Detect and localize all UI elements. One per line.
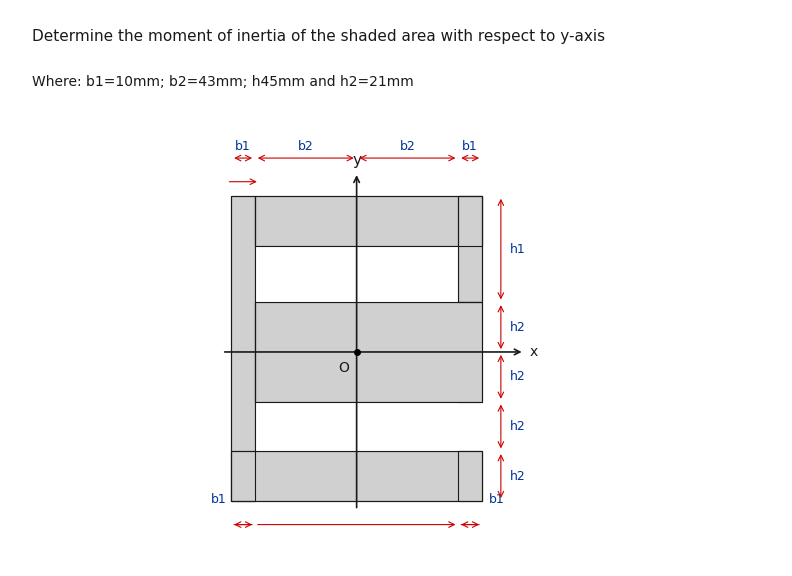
Text: b2: b2 [400,141,415,153]
Text: h2: h2 [510,370,526,383]
Text: h2: h2 [510,420,526,433]
Bar [231,196,255,501]
Bar [231,451,482,501]
Bar [255,401,459,451]
Text: h1: h1 [510,242,526,256]
Bar [255,302,482,401]
Text: b2: b2 [298,141,314,153]
Text: y: y [352,153,361,168]
Text: h2: h2 [510,469,526,483]
Text: b1: b1 [489,492,505,506]
Text: h2: h2 [510,321,526,334]
Bar [459,196,482,302]
Text: b1: b1 [235,141,251,153]
Bar [231,196,255,501]
Bar [255,245,459,302]
Text: b1: b1 [211,492,227,506]
Text: b1: b1 [463,141,478,153]
Text: O: O [339,361,349,376]
Bar [255,196,482,245]
Bar [459,196,482,302]
Bar [255,302,482,401]
Bar [459,451,482,501]
Text: Determine the moment of inertia of the shaded area with respect to y-axis: Determine the moment of inertia of the s… [32,29,605,44]
Text: x: x [529,345,538,359]
Bar [231,451,482,501]
Bar [255,196,482,245]
Text: Where: b1=10mm; b2=43mm; h45mm and h2=21mm: Where: b1=10mm; b2=43mm; h45mm and h2=21… [32,75,413,89]
